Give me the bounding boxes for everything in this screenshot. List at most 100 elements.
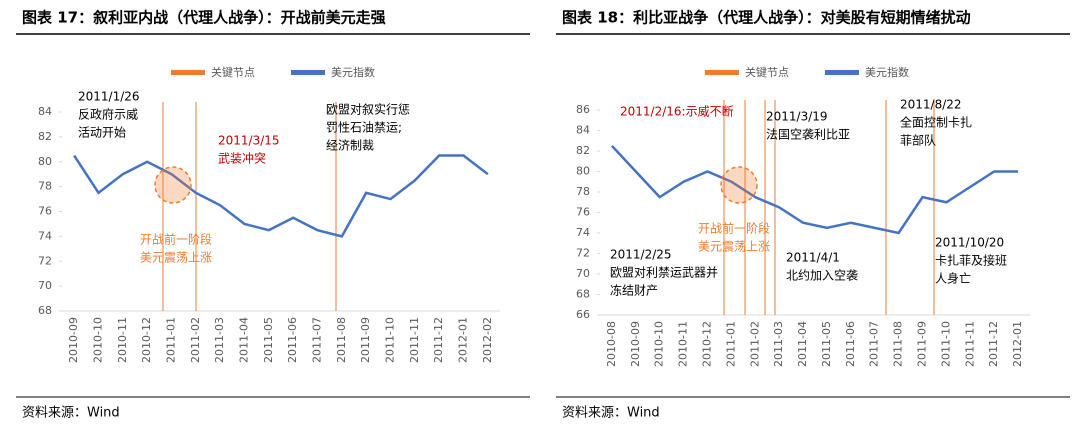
y-tick-label: 72 (38, 254, 52, 267)
x-tick-label: 2011-06 (844, 321, 857, 367)
x-tick-label: 2011-11 (408, 317, 421, 363)
annotation: 2011/1/26 (78, 90, 140, 104)
y-tick-label: 68 (576, 288, 590, 301)
x-tick-label: 2012-02 (481, 317, 494, 363)
x-tick-label: 2011-12 (987, 321, 1000, 367)
legend-swatch (291, 70, 325, 75)
y-tick-label: 86 (576, 103, 590, 116)
y-tick-label: 80 (576, 165, 590, 178)
annotation: 冻结财产 (610, 283, 658, 298)
x-tick-label: 2010-12 (140, 317, 153, 363)
x-tick-label: 2011-05 (820, 321, 833, 367)
annotation: 2011/8/22 (900, 98, 962, 112)
x-tick-label: 2011-01 (724, 321, 737, 367)
legend-label: 关键节点 (211, 65, 255, 79)
y-tick-label: 78 (576, 185, 590, 198)
highlight-circle (154, 166, 192, 204)
chart-title: 图表 17：叙利亚内战（代理人战争）：开战前美元走强 (22, 9, 386, 27)
x-tick-label: 2011-07 (311, 317, 324, 363)
annotation: 2011/2/25 (610, 248, 672, 262)
legend-label: 美元指数 (331, 65, 375, 79)
x-tick-label: 2011-04 (238, 317, 251, 363)
annotation: 北约加入空袭 (786, 268, 858, 283)
annotation: 法国空袭利比亚 (766, 127, 850, 142)
annotation: 全面控制卡扎 (900, 115, 972, 130)
source-note: 资料来源：Wind (22, 406, 120, 421)
x-tick-label: 2010-10 (92, 317, 105, 363)
x-tick-label: 2011-06 (286, 317, 299, 363)
x-tick-label: 2011-12 (432, 317, 445, 363)
x-tick-label: 2011-02 (748, 321, 761, 367)
y-tick-label: 74 (38, 229, 52, 242)
annotation: 开战前一阶段 (698, 221, 770, 236)
annotation: 罚性石油禁运; (326, 121, 402, 135)
chart-title: 图表 18：利比亚战争（代理人战争）：对美股有短期情绪扰动 (562, 9, 971, 27)
y-tick-label: 68 (38, 304, 52, 317)
y-tick-label: 74 (576, 226, 590, 239)
y-tick-label: 84 (576, 124, 590, 137)
y-tick-label: 78 (38, 180, 52, 193)
x-tick-label: 2011-07 (868, 321, 881, 367)
series-line (73, 154, 489, 238)
x-tick-label: 2011-09 (359, 317, 372, 363)
x-tick-label: 2011-03 (772, 321, 785, 367)
annotation: 卡扎菲及接班 (935, 253, 1007, 268)
annotation: 反政府示威 (78, 107, 138, 122)
x-tick-label: 2011-08 (892, 321, 905, 367)
x-tick-label: 2010-09 (629, 321, 642, 367)
x-tick-label: 2011-11 (963, 321, 976, 367)
x-tick-label: 2011-02 (189, 317, 202, 363)
annotation: 人身亡 (935, 271, 971, 286)
y-tick-label: 72 (576, 247, 590, 260)
annotation: 2011/3/15 (218, 134, 280, 148)
x-tick-label: 2010-11 (116, 317, 129, 363)
legend-swatch (825, 70, 859, 75)
x-tick-label: 2011-09 (916, 321, 929, 367)
annotation: 菲部队 (900, 133, 936, 148)
x-tick-label: 2010-09 (67, 317, 80, 363)
annotation: 欧盟对叙实行惩 (326, 102, 410, 117)
x-tick-label: 2010-08 (605, 321, 618, 367)
y-tick-label: 66 (576, 308, 590, 321)
annotation: 2011/4/1 (786, 251, 840, 265)
source-note: 资料来源：Wind (562, 406, 660, 421)
x-tick-label: 2011-10 (384, 317, 397, 363)
x-tick-label: 2011-08 (335, 317, 348, 363)
series-line (611, 145, 1019, 235)
annotation: 美元震荡上涨 (698, 239, 770, 254)
y-tick-label: 84 (38, 105, 52, 118)
y-tick-label: 80 (38, 155, 52, 168)
annotation: 美元震荡上涨 (140, 250, 212, 265)
x-tick-label: 2011-04 (796, 321, 809, 367)
annotation: 武装冲突 (218, 151, 266, 166)
x-tick-label: 2011-10 (939, 321, 952, 367)
x-tick-label: 2012-01 (1011, 321, 1024, 367)
annotation: 活动开始 (78, 126, 126, 140)
annotation: 经济制裁 (326, 138, 374, 153)
y-tick-label: 82 (38, 130, 52, 143)
x-tick-label: 2010-11 (677, 321, 690, 367)
annotation: 2011/10/20 (935, 236, 1004, 250)
y-tick-label: 76 (576, 206, 590, 219)
annotation: 欧盟对利禁运武器并 (610, 266, 718, 280)
y-tick-label: 76 (38, 205, 52, 218)
x-tick-label: 2010-12 (701, 321, 714, 367)
annotation: 2011/3/19 (766, 110, 828, 124)
x-tick-label: 2010-10 (653, 321, 666, 367)
x-tick-label: 2011-05 (262, 317, 275, 363)
annotation: 2011/2/16:示威不断 (620, 104, 734, 119)
x-tick-label: 2011-03 (213, 317, 226, 363)
legend-swatch (171, 70, 205, 75)
legend-swatch (705, 70, 739, 75)
annotation: 开战前一阶段 (140, 232, 212, 247)
y-tick-label: 70 (38, 279, 52, 292)
legend-label: 关键节点 (745, 65, 789, 79)
x-tick-label: 2011-01 (165, 317, 178, 363)
y-tick-label: 82 (576, 144, 590, 157)
x-tick-label: 2012-01 (457, 317, 470, 363)
highlight-circle (720, 166, 758, 204)
y-tick-label: 70 (576, 267, 590, 280)
chart-panel: 图表 17：叙利亚内战（代理人战争）：开战前美元走强资料来源：Wind关键节点美… (16, 9, 530, 421)
